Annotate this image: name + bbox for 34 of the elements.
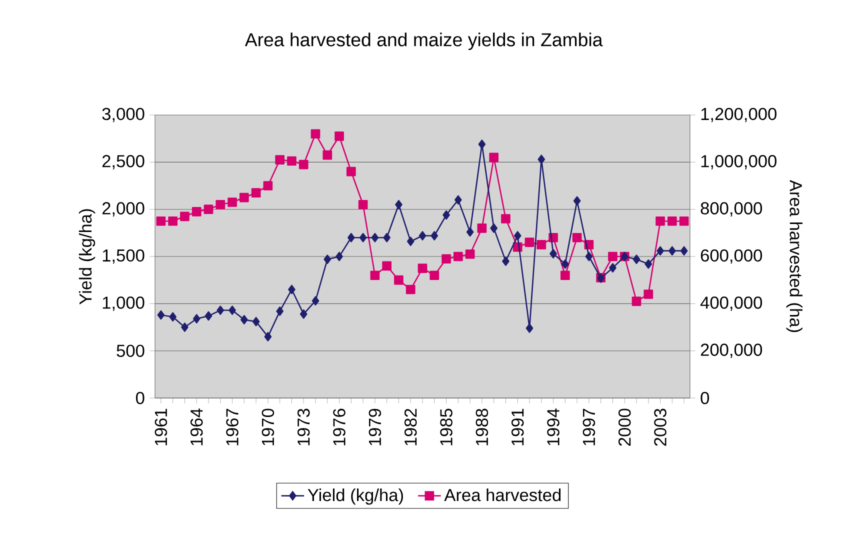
legend-label: Area harvested bbox=[444, 488, 561, 502]
x-tick-label: 1970 bbox=[262, 408, 274, 446]
x-tick-label: 1967 bbox=[226, 408, 238, 446]
y2-tick-label: 800,000 bbox=[700, 202, 762, 216]
legend-label: Yield (kg/ha) bbox=[308, 488, 403, 505]
y-tick-label: 1,500 bbox=[102, 249, 144, 264]
y2-tick-label: 1,200,000 bbox=[701, 108, 776, 122]
x-tick-label: 1964 bbox=[190, 408, 203, 446]
x-tick-label: 1997 bbox=[582, 408, 596, 446]
y-tick-label: 0 bbox=[136, 392, 144, 404]
x-tick-label: 1985 bbox=[440, 408, 452, 446]
x-tick-label: 1976 bbox=[333, 408, 346, 446]
x-tick-label: 1982 bbox=[404, 408, 417, 446]
x-tick-label: 1973 bbox=[297, 408, 310, 446]
y-tick-label: 500 bbox=[116, 344, 144, 357]
x-tick-label: 2000 bbox=[618, 408, 631, 446]
y-tick-label: 2,500 bbox=[102, 155, 144, 170]
y-axis-title: Yield (kg/ha) bbox=[78, 209, 96, 304]
y-tick-label: 3,000 bbox=[102, 108, 144, 122]
y2-axis-title: Area harvested (ha) bbox=[786, 180, 802, 332]
x-tick-label: 1961 bbox=[154, 408, 168, 446]
x-tick-label: 1994 bbox=[547, 408, 560, 446]
x-tick-label: 1991 bbox=[511, 408, 524, 446]
x-tick-label: 2003 bbox=[654, 408, 666, 446]
y2-tick-label: 200,000 bbox=[700, 344, 762, 358]
y2-tick-label: 400,000 bbox=[700, 296, 762, 311]
y2-tick-label: 0 bbox=[700, 392, 710, 404]
x-tick-label: 1979 bbox=[368, 408, 382, 446]
x-tick-label: 1988 bbox=[476, 408, 488, 446]
y2-tick-label: 600,000 bbox=[700, 249, 762, 264]
chart-title: Area harvested and maize yields in Zambia bbox=[244, 32, 603, 50]
y-tick-label: 2,000 bbox=[102, 202, 144, 216]
y-tick-label: 1,000 bbox=[102, 296, 144, 311]
y2-tick-label: 1,000,000 bbox=[701, 155, 776, 170]
